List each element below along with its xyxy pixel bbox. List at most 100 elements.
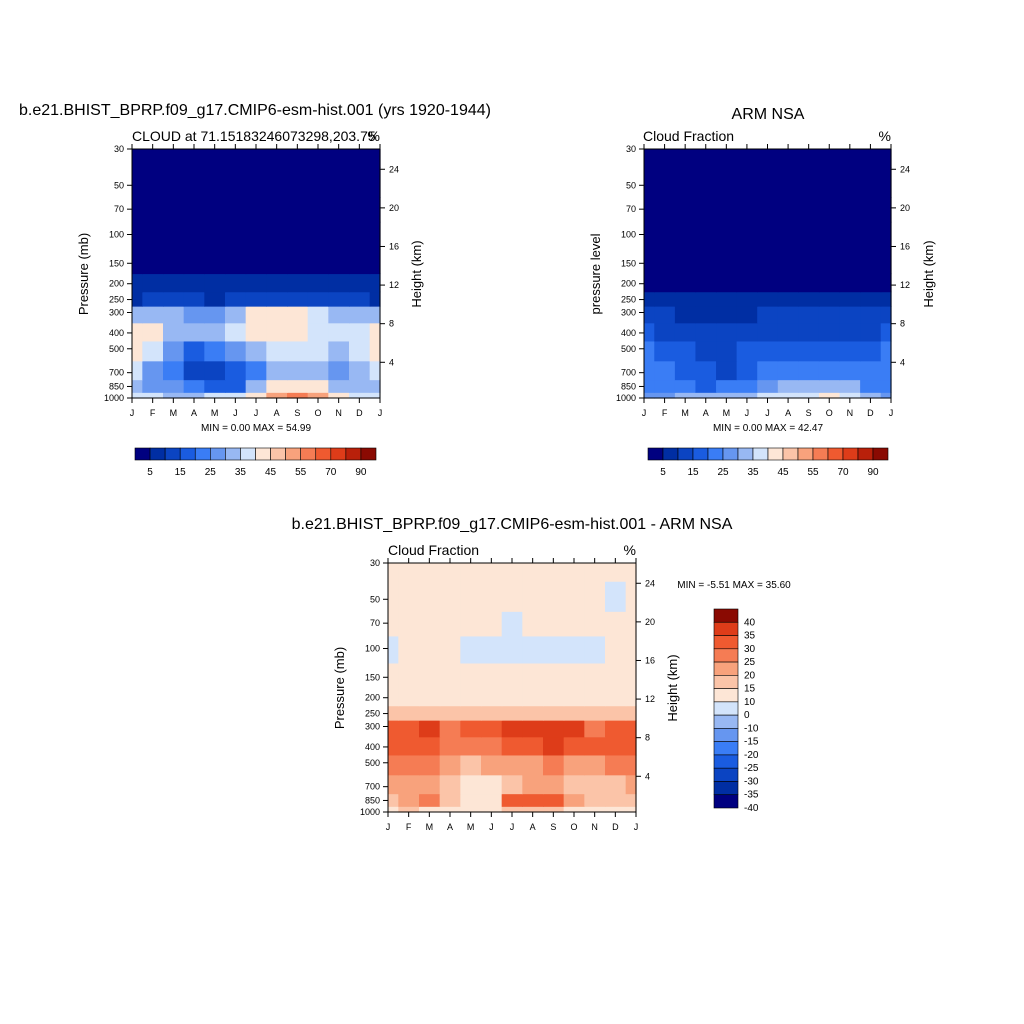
heatmap-cell [398, 736, 420, 756]
colorbar-label: 45 [777, 467, 789, 478]
heatmap-cell [818, 392, 841, 399]
colorbar-swatch [662, 447, 679, 461]
heatmap-cell [132, 360, 143, 381]
pressure-tick-label: 500 [109, 344, 124, 354]
heatmap-cell [654, 360, 676, 381]
month-tick-label: D [867, 408, 874, 418]
pressure-tick-label: 300 [365, 722, 380, 732]
pressure-tick-label: 700 [621, 368, 636, 378]
heatmap-cell [644, 221, 655, 250]
heatmap-cell [460, 687, 482, 707]
heatmap-cell [481, 611, 503, 637]
heatmap-cell [481, 581, 503, 612]
pressure-tick-label: 70 [114, 204, 124, 214]
heatmap-cell [349, 360, 371, 381]
pressure-tick-label: 150 [621, 258, 636, 268]
panel-diff-ylabel: Pressure (mb) [332, 647, 347, 729]
month-tick-label: J [254, 408, 259, 418]
heatmap-cell [439, 754, 461, 776]
heatmap-cell [563, 806, 585, 813]
colorbar-swatch [713, 741, 739, 756]
colorbar-label: 5 [660, 467, 666, 478]
panel-obs-stats: MIN = 0.00 MAX = 42.47 [713, 423, 823, 434]
heatmap-cell [501, 720, 523, 738]
colorbar-swatch [782, 447, 799, 461]
heatmap-cell [563, 563, 585, 582]
heatmap-cell [625, 581, 637, 612]
pressure-tick-label: 100 [621, 229, 636, 239]
heatmap-cell [563, 635, 585, 664]
heatmap-cell [736, 360, 758, 381]
heatmap-cell [654, 149, 676, 168]
heatmap-cell [225, 273, 247, 293]
colorbar-swatch [164, 447, 181, 461]
colorbar-swatch [315, 447, 332, 461]
heatmap-cell [369, 360, 381, 381]
colorbar-swatch [722, 447, 739, 461]
heatmap-cell [183, 340, 205, 362]
pressure-tick-label: 400 [109, 328, 124, 338]
colorbar-label: -30 [744, 776, 759, 787]
heatmap-cell [481, 662, 503, 689]
pressure-tick-label: 150 [365, 672, 380, 682]
heatmap-cell [369, 149, 381, 168]
panel-obs-colorbar: 5 15 25 35 45 55 70 90 [647, 447, 889, 478]
heatmap-cell [142, 360, 164, 381]
heatmap-cell [563, 793, 585, 807]
heatmap-cell [625, 774, 637, 795]
heatmap-cell [757, 306, 779, 324]
heatmap-cell [163, 379, 185, 393]
heatmap-cell [605, 793, 627, 807]
heatmap-cell [674, 306, 697, 324]
heatmap-cell [736, 197, 758, 223]
pressure-tick-label: 500 [365, 758, 380, 768]
heatmap-cell [584, 806, 606, 813]
pressure-tick-label: 1000 [104, 393, 124, 403]
heatmap-cell [625, 563, 637, 582]
month-tick-label: S [550, 822, 556, 832]
colorbar-swatch [134, 447, 151, 461]
heatmap-cell [777, 248, 799, 275]
heatmap-cell [777, 149, 799, 168]
month-tick-label: N [335, 408, 342, 418]
heatmap-cell [460, 611, 482, 637]
heatmap-cell [736, 221, 758, 250]
heatmap-cell [183, 167, 205, 198]
colorbar-swatch [210, 447, 226, 461]
height-tick-label: 4 [900, 357, 905, 367]
heatmap-cell [777, 306, 799, 324]
heatmap-cell [625, 793, 637, 807]
heatmap-cell [204, 340, 226, 362]
heatmap-cell [839, 197, 861, 223]
heatmap-cell [307, 167, 329, 198]
colorbar-swatch [812, 447, 829, 461]
heatmap-cell [287, 197, 309, 223]
heatmap-cell [543, 705, 565, 721]
heatmap-cell [132, 221, 143, 250]
heatmap-cell [501, 736, 523, 756]
heatmap-cell [225, 392, 247, 399]
heatmap-cell [563, 687, 585, 707]
heatmap-cell [460, 563, 482, 582]
colorbar-swatch [149, 447, 166, 461]
heatmap-cell [266, 360, 288, 381]
heatmap-cell [674, 221, 697, 250]
heatmap-cell [439, 563, 461, 582]
heatmap-cell [716, 379, 738, 393]
heatmap-cell [183, 360, 205, 381]
pressure-tick-label: 1000 [360, 807, 380, 817]
panel-obs-units-label: % [879, 128, 891, 144]
heatmap-cell [501, 611, 523, 637]
heatmap-cell [245, 360, 267, 381]
heatmap-cell [349, 392, 371, 399]
heatmap-cell [225, 322, 247, 342]
heatmap-cell [818, 221, 841, 250]
heatmap-cell [695, 273, 717, 293]
colorbar-label: 70 [325, 467, 337, 478]
heatmap-cell [563, 611, 585, 637]
heatmap-cell [654, 291, 676, 307]
colorbar-swatch [737, 447, 754, 461]
heatmap-cell [266, 340, 288, 362]
heatmap-cell [419, 635, 441, 664]
heatmap-cell [398, 705, 420, 721]
